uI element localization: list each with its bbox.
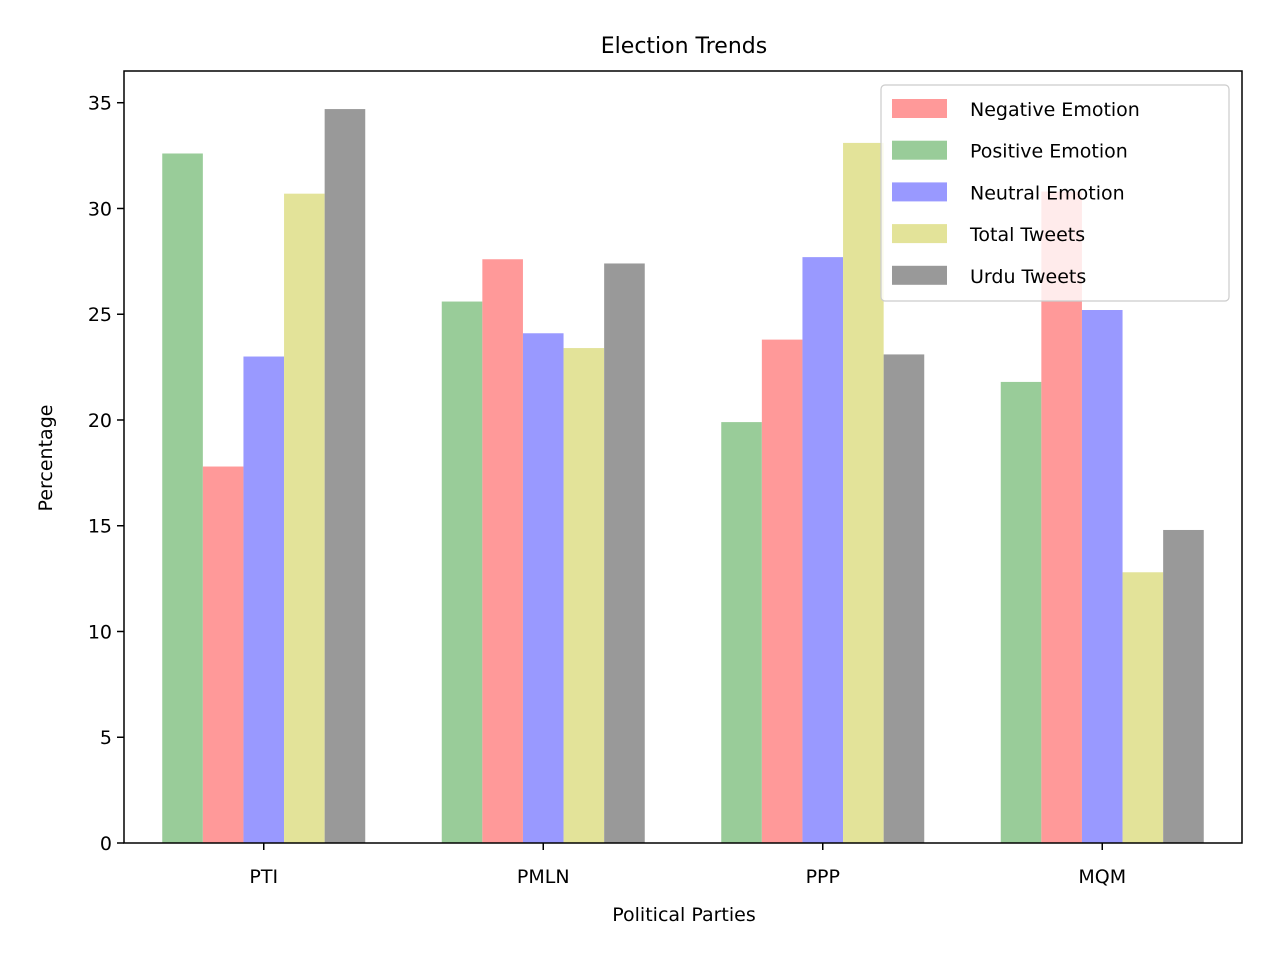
x-tick-label-mqm: MQM	[1078, 866, 1126, 888]
bar-ppp-neutral-emotion	[802, 257, 844, 843]
bar-pmln-neutral-emotion	[522, 333, 564, 843]
y-axis-label: Percentage	[35, 405, 57, 512]
bar-pti-negative-emotion	[202, 466, 244, 843]
y-tick-label: 15	[88, 516, 112, 538]
y-tick-label: 25	[88, 304, 112, 326]
bar-pti-urdu-tweets	[324, 109, 366, 843]
legend-box	[880, 84, 1230, 302]
legend-label-total-tweets: Total Tweets	[969, 224, 1085, 246]
y-tick-label: 5	[100, 727, 112, 749]
bar-mqm-neutral-emotion	[1081, 310, 1123, 843]
bar-ppp-urdu-tweets	[883, 354, 925, 843]
legend-label-urdu-tweets: Urdu Tweets	[970, 266, 1086, 288]
y-axis: 0 5 10 15 20 25 30 35	[88, 93, 124, 855]
legend-label-neutral-emotion: Neutral Emotion	[970, 182, 1125, 204]
legend-label-positive-emotion: Positive Emotion	[970, 141, 1128, 163]
y-tick-label: 0	[100, 833, 112, 855]
bars-group	[162, 109, 1204, 844]
bar-pti-neutral-emotion	[243, 356, 285, 843]
x-tick-label-pti: PTI	[249, 866, 278, 888]
bar-ppp-positive-emotion	[721, 422, 762, 843]
x-tick-label-pmln: PMLN	[517, 866, 570, 888]
legend-swatch-total-tweets	[892, 224, 947, 244]
x-axis-label: Political Parties	[612, 904, 755, 926]
chart-title: Election Trends	[601, 34, 767, 59]
bar-pmln-urdu-tweets	[604, 263, 645, 844]
y-tick-label: 30	[88, 198, 112, 220]
bar-pmln-negative-emotion	[482, 259, 523, 843]
bar-pmln-positive-emotion	[441, 301, 483, 843]
bar-mqm-total-tweets	[1122, 572, 1164, 843]
bar-ppp-negative-emotion	[761, 339, 803, 843]
legend-swatch-urdu-tweets	[892, 265, 947, 285]
x-tick-label-ppp: PPP	[806, 866, 840, 888]
legend-swatch-positive-emotion	[892, 140, 947, 160]
y-tick-label: 10	[88, 621, 112, 643]
y-tick-label: 35	[88, 93, 112, 115]
plot-frame	[123, 70, 1243, 844]
x-axis: PTI PMLN PPP MQM	[249, 843, 1126, 888]
bar-ppp-total-tweets	[843, 142, 884, 843]
bar-mqm-positive-emotion	[1000, 381, 1042, 843]
legend-swatch-negative-emotion	[892, 99, 947, 118]
legend-swatch-neutral-emotion	[892, 182, 947, 202]
bar-mqm-urdu-tweets	[1163, 529, 1204, 843]
bar-pti-total-tweets	[284, 193, 325, 844]
legend: Negative Emotion Positive Emotion Neutral …	[880, 84, 1230, 302]
legend-label-negative-emotion: Negative Emotion	[970, 99, 1140, 121]
bar-pti-positive-emotion	[162, 153, 203, 844]
bar-pmln-total-tweets	[563, 348, 605, 843]
y-tick-label: 20	[88, 410, 112, 432]
